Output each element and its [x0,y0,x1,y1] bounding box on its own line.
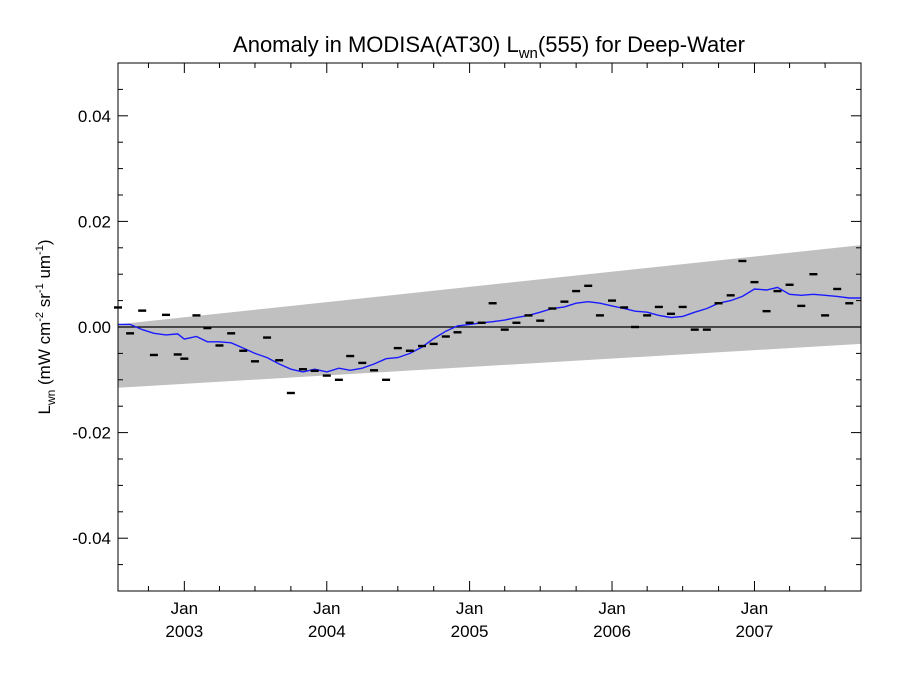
y-tick-label: 0.04 [78,107,111,126]
y-tick-label: -0.04 [72,529,111,548]
y-tick-label: 0.00 [78,318,111,337]
y-axis-label-sup3: -1 [34,245,46,255]
x-tick-year: 2007 [736,622,774,641]
plot-area [114,245,861,395]
x-tick-month: Jan [741,599,768,618]
y-axis-label-sub: wn [44,390,58,406]
y-tick-label: -0.02 [72,424,111,443]
confidence-band [118,245,861,388]
chart-title: Anomaly in MODISA(AT30) Lwn(555) for Dee… [233,32,745,62]
plot-frame [117,62,862,592]
axis-ticks: -0.04 -0.02 0.00 0.02 0.04 Jan 2003 Jan 2004 Jan 2… [72,63,861,641]
x-tick-month: Jan [313,599,340,618]
x-tick-year: 2004 [308,622,346,641]
chart-title-suffix: (555) for Deep-Water [538,32,745,57]
x-tick-month: Jan [456,599,483,618]
x-tick-year: 2005 [451,622,489,641]
chart-title-prefix: Anomaly in MODISA(AT30) L [233,32,519,57]
y-axis-label: Lwn (mW cm-2 sr-1 um-1) [34,239,58,414]
y-axis-label-mid2: um [35,255,54,283]
x-tick-month: Jan [598,599,625,618]
x-tick-year: 2003 [165,622,203,641]
x-tick-year: 2006 [593,622,631,641]
y-axis-label-mid: sr [35,293,54,312]
running-mean-line [118,286,861,373]
y-axis-label-sup2: -1 [34,283,46,293]
y-axis-label-close: ) [35,239,54,245]
chart-title-sub: wn [518,45,538,62]
y-tick-label: 0.02 [78,212,111,231]
y-axis-label-unit-open: (mW cm [35,322,54,390]
y-axis-label-sup1: -2 [34,312,46,322]
y-axis-label-symbol: L [35,405,54,414]
x-tick-month: Jan [171,599,198,618]
